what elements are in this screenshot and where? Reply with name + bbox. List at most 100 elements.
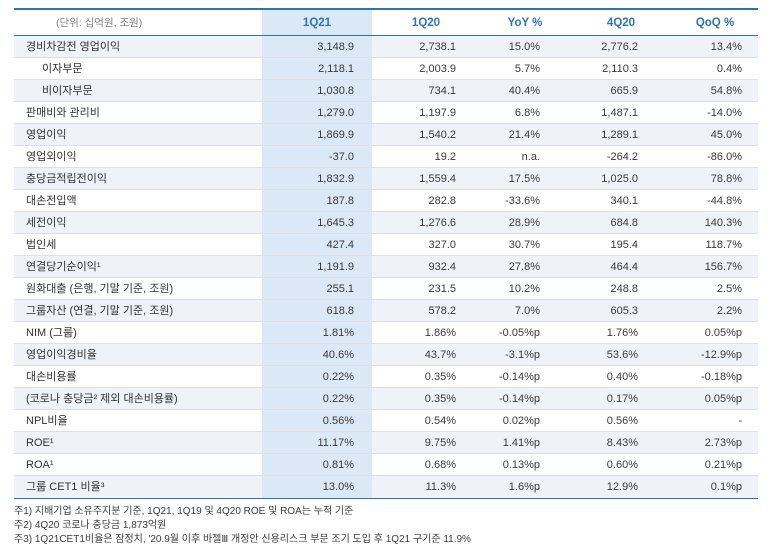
cell-qoq: 2.5%: [716, 283, 742, 295]
table-row: 영업이익경비율 40.6% 43.7% -3.1%p 53.6% -12.9%p: [14, 344, 758, 366]
footnote-1: 주1) 지배기업 소유주지분 기준, 1Q21, 1Q19 및 4Q20 ROE…: [14, 506, 354, 517]
cell-qoq: 13.4%: [710, 41, 742, 53]
column-header-1q21: 1Q21: [262, 10, 372, 35]
cell-1q20: 2,738.1: [419, 41, 456, 53]
cell-1q20: 1,197.9: [419, 107, 456, 119]
cell-qoq: 0.21%p: [704, 459, 742, 471]
cell-qoq: -12.9%p: [701, 349, 742, 361]
cell-yoy: n.a.: [521, 151, 540, 163]
table-row: 판매비와 관리비 1,279.0 1,197.9 6.8% 1,487.1 -14.0%: [14, 102, 758, 124]
cell-1q21: 13.0%: [262, 476, 372, 498]
cell-1q21: 40.6%: [262, 344, 372, 365]
cell-1q21: 0.22%: [262, 388, 372, 409]
row-label: 원화대출 (은행, 기말 기준, 조원): [26, 283, 174, 295]
quarterly-results-table: (단위: 십억원, 조원) 1Q21 1Q20 YoY % 4Q20 QoQ %…: [14, 8, 758, 499]
row-label: 법인세: [26, 239, 57, 251]
cell-1q21: 1,869.9: [262, 124, 372, 145]
cell-4q20: 53.6%: [606, 349, 638, 361]
table-row: ROE¹ 11.17% 9.75% 1.41%p 8.43% 2.73%p: [14, 432, 758, 454]
cell-4q20: 195.4: [610, 239, 638, 251]
row-label: 영업이익경비율: [26, 349, 97, 361]
cell-1q21: 1.81%: [262, 322, 372, 343]
row-label: ROA¹: [26, 459, 54, 471]
table-row: 그룹 CET1 비율³ 13.0% 11.3% 1.6%p 12.9% 0.1%p: [14, 476, 758, 498]
cell-4q20: 464.4: [610, 261, 638, 273]
cell-yoy: 15.0%: [508, 41, 540, 53]
cell-1q20: 1.86%: [424, 327, 456, 339]
cell-4q20: 1.76%: [606, 327, 638, 339]
table-row: NIM (그룹) 1.81% 1.86% -0.05%p 1.76% 0.05%p: [14, 322, 758, 344]
row-label: ROE¹: [26, 437, 54, 449]
cell-4q20: 12.9%: [606, 481, 638, 493]
cell-qoq: 2.2%: [716, 305, 742, 317]
row-label: (코로나 충당금² 제외 대손비용률): [26, 393, 178, 405]
row-label: 그룹 CET1 비율³: [26, 481, 105, 493]
cell-yoy: 0.02%p: [502, 415, 540, 427]
cell-4q20: 0.17%: [606, 393, 638, 405]
cell-qoq: 0.05%p: [704, 327, 742, 339]
cell-4q20: 1,025.0: [601, 173, 638, 185]
cell-qoq: 118.7%: [705, 239, 743, 251]
table-row: 충당금적립전이익 1,832.9 1,559.4 17.5% 1,025.0 78.8%: [14, 168, 758, 190]
cell-1q21: 11.17%: [262, 432, 372, 453]
column-header-1q20: 1Q20: [411, 17, 441, 29]
cell-1q21: 1,645.3: [262, 212, 372, 233]
row-label: 충당금적립전이익: [26, 173, 107, 185]
cell-yoy: 30.7%: [508, 239, 540, 251]
cell-4q20: 2,776.2: [601, 41, 638, 53]
cell-4q20: 1,289.1: [601, 129, 638, 141]
cell-1q20: 0.54%: [424, 415, 456, 427]
row-label: NIM (그룹): [26, 327, 77, 339]
column-header-4q20: 4Q20: [606, 17, 636, 29]
cell-4q20: 2,110.3: [602, 63, 638, 75]
cell-4q20: 0.56%: [606, 415, 638, 427]
cell-yoy: -0.14%p: [499, 371, 540, 383]
cell-1q21: 618.8: [262, 300, 372, 321]
cell-1q20: 2,003.9: [419, 63, 456, 75]
table-row: 세전이익 1,645.3 1,276.6 28.9% 684.8 140.3%: [14, 212, 758, 234]
cell-4q20: -264.2: [606, 151, 638, 163]
cell-qoq: 78.8%: [710, 173, 742, 185]
cell-1q20: 932.4: [428, 261, 456, 273]
cell-1q20: 0.35%: [424, 371, 456, 383]
cell-yoy: 1.6%p: [508, 481, 540, 493]
table-row: 대손비용률 0.22% 0.35% -0.14%p 0.40% -0.18%p: [14, 366, 758, 388]
cell-yoy: -33.6%: [505, 195, 540, 207]
row-label: 영업이익: [26, 129, 67, 141]
table-row: (코로나 충당금² 제외 대손비용률) 0.22% 0.35% -0.14%p 0.17…: [14, 388, 758, 410]
footnote-3: 주3) 1Q21CET1비율은 잠정치, '20.9월 이후 바젤Ⅲ 개정안 신…: [14, 534, 471, 545]
row-label: 이자부문: [42, 63, 83, 75]
row-label: 판매비와 관리비: [26, 107, 100, 119]
table-row: 원화대출 (은행, 기말 기준, 조원) 255.1 231.5 10.2% 248.8…: [14, 278, 758, 300]
cell-1q21: 1,279.0: [262, 102, 372, 123]
cell-yoy: 5.7%: [514, 63, 540, 75]
footnotes: 주1) 지배기업 소유주지분 기준, 1Q21, 1Q19 및 4Q20 ROE…: [14, 499, 758, 547]
cell-yoy: 40.4%: [508, 85, 540, 97]
cell-1q20: 578.2: [428, 305, 456, 317]
cell-qoq: 156.7%: [704, 261, 742, 273]
cell-4q20: 8.43%: [606, 437, 638, 449]
cell-qoq: 0.05%p: [704, 393, 742, 405]
cell-yoy: 1.41%p: [502, 437, 540, 449]
cell-1q20: 282.8: [428, 195, 456, 207]
table-row: 이자부문 2,118.1 2,003.9 5.7% 2,110.3 0.4%: [14, 58, 758, 80]
cell-yoy: -0.14%p: [499, 393, 540, 405]
cell-1q21: 187.8: [262, 190, 372, 211]
cell-yoy: 28.9%: [508, 217, 540, 229]
cell-1q20: 0.68%: [424, 459, 456, 471]
cell-1q21: 1,030.8: [262, 80, 372, 101]
table-row: 영업외이익 -37.0 19.2 n.a. -264.2 -86.0%: [14, 146, 758, 168]
cell-qoq: -0.18%p: [701, 371, 742, 383]
cell-1q21: 1,191.9: [262, 256, 372, 277]
row-label: 대손비용률: [26, 371, 77, 383]
cell-4q20: 1,487.1: [601, 107, 638, 119]
cell-yoy: 17.5%: [508, 173, 540, 185]
cell-1q20: 0.35%: [424, 393, 456, 405]
footnote-2: 주2) 4Q20 코로나 충당금 1,873억원: [14, 520, 167, 531]
cell-1q20: 734.1: [428, 85, 456, 97]
cell-1q21: 0.22%: [262, 366, 372, 387]
column-header-qoq: QoQ %: [695, 17, 735, 29]
table-row: 법인세 427.4 327.0 30.7% 195.4 118.7%: [14, 234, 758, 256]
cell-1q21: 2,118.1: [262, 58, 372, 79]
cell-qoq: 54.8%: [710, 85, 742, 97]
